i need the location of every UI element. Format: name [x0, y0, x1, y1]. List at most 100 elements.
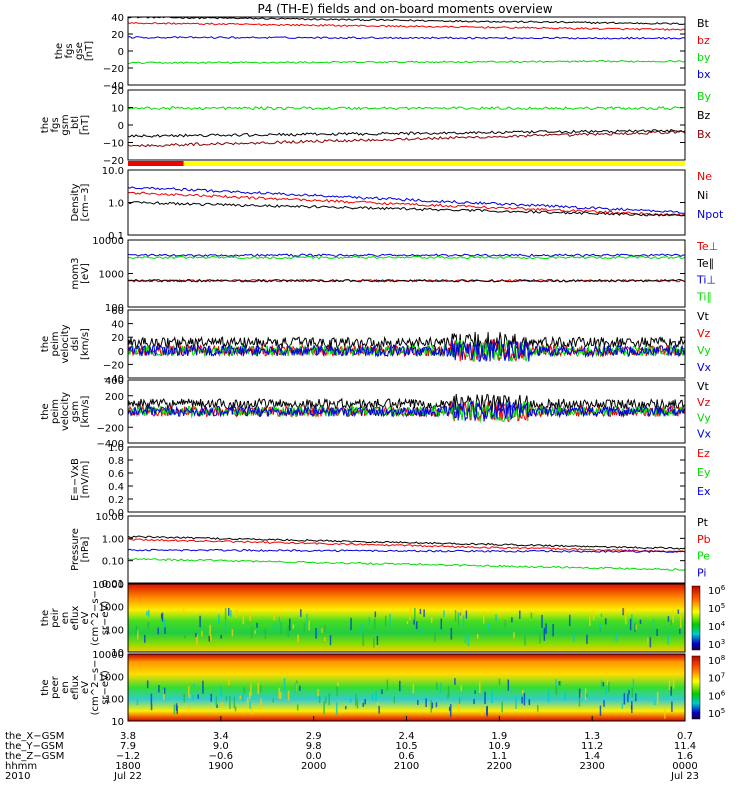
panel-ylabel-line: the [40, 403, 51, 419]
spectrogram-texture [578, 697, 581, 707]
spectrogram-texture [323, 701, 325, 715]
status-bar [128, 161, 685, 166]
spectrogram-texture [454, 678, 456, 685]
spectrogram-texture [414, 607, 416, 621]
panel-ylabel-line: peim [50, 331, 61, 356]
legend-entry: Te⊥ [696, 240, 718, 253]
spectrogram-texture [287, 690, 290, 701]
spectrogram-texture [653, 700, 656, 706]
spectrogram-texture [256, 622, 258, 628]
panel-ylabel-line: velocity [60, 392, 71, 431]
xtick-label: Jul 23 [670, 771, 699, 782]
series-line-Vt [128, 331, 685, 354]
spectrogram-texture [631, 614, 633, 625]
xtick-label: 1900 [208, 761, 233, 772]
panel-ylabel-line: fgs [64, 43, 75, 58]
spectrogram-texture [224, 608, 227, 621]
xtick-label: 10.9 [488, 741, 510, 752]
spectrogram-texture [260, 684, 262, 693]
panel-frame [127, 309, 686, 379]
legend-entry: Te∥ [696, 257, 714, 270]
panel-ylabel-line: [nT] [84, 41, 95, 61]
spectrogram-texture [672, 678, 675, 689]
spectrogram-texture [521, 690, 524, 695]
spectrogram-texture [547, 689, 550, 703]
spectrogram-texture [495, 614, 497, 622]
spectrogram-texture [317, 688, 319, 697]
spectrogram-texture [412, 684, 415, 694]
ytick-label: 1.0 [108, 443, 124, 454]
xtick-label: 0.6 [399, 751, 415, 762]
legend-entry: bz [697, 34, 710, 47]
series-group [128, 106, 685, 148]
colorbar-label: 103 [708, 638, 725, 651]
ytick-label: 0 [118, 408, 124, 419]
ytick-label: 10000 [92, 236, 124, 247]
spectrogram-texture [449, 704, 452, 717]
spectrogram-texture [435, 702, 438, 708]
spectrogram-texture [146, 680, 149, 689]
spectrogram-texture [667, 634, 669, 639]
xtick-label: 2300 [579, 761, 604, 772]
xtick-label: −1.2 [116, 751, 140, 762]
spectrogram-texture [447, 686, 450, 697]
spectrogram-texture [511, 617, 513, 623]
spectrogram-texture [150, 703, 153, 711]
spectrogram-texture [539, 633, 541, 644]
series-line-bz [128, 21, 685, 31]
spectrogram-texture [430, 700, 433, 713]
legend-entry: Vt [697, 310, 710, 323]
spectrogram-texture [143, 634, 146, 643]
spectrogram-texture [631, 701, 633, 714]
spectrogram-texture [413, 619, 415, 625]
spectrogram-texture [188, 686, 190, 696]
panel-frame [127, 169, 686, 236]
panel-ylabel-line: sr−eV) [100, 601, 111, 636]
spectrogram-texture [150, 693, 153, 704]
spectrogram-texture [296, 704, 299, 711]
spectrogram-texture [184, 635, 186, 639]
spectrogram-texture [371, 694, 374, 701]
spectrogram-texture [328, 693, 330, 706]
colorbar-exp: 7 [721, 672, 725, 680]
panel-ylabel-line: gse [74, 42, 85, 60]
spectrogram-texture [368, 617, 370, 626]
series-line-Te∥ [128, 278, 685, 283]
ytick-label: 0 [118, 47, 124, 58]
panel-ylabel-line: _btl [70, 116, 81, 135]
spectrogram-texture [135, 625, 138, 633]
spectrogram-texture [578, 688, 581, 698]
series-line-bx [128, 36, 685, 40]
spectrogram-texture [289, 618, 291, 631]
spectrogram-texture [197, 694, 199, 699]
spectrogram-texture [430, 617, 433, 623]
ytick-label: 1000 [99, 270, 124, 281]
spectrogram-texture [209, 624, 211, 637]
ytick-label: 10 [111, 104, 124, 115]
spectrogram-texture [359, 630, 362, 634]
spectrogram-texture [315, 628, 317, 639]
spectrogram-texture [297, 634, 299, 643]
spectrogram-texture [193, 683, 195, 688]
spectrogram-texture [215, 696, 218, 706]
spectrogram-texture [393, 696, 396, 704]
spectrogram-texture [443, 610, 445, 618]
spectrogram-texture [221, 702, 224, 707]
ytick-label: 0 [118, 347, 124, 358]
ytick-label: 0.1 [108, 231, 124, 242]
spectrogram-texture [280, 691, 282, 699]
series-group [128, 331, 685, 362]
panel-ylabel-line: peim [50, 399, 61, 424]
xtick-label: 11.2 [581, 741, 603, 752]
spectrogram-texture [606, 678, 609, 685]
panel-ylabel-line: E=−VxB [70, 458, 81, 501]
spectrogram-texture [543, 628, 546, 641]
panel-frame [127, 446, 686, 513]
spectrogram-texture [158, 685, 160, 693]
spectrogram-texture [656, 691, 659, 705]
spectrogram-texture [175, 703, 178, 711]
xtick-label: 11.4 [674, 741, 696, 752]
panel-efield: E=−VxB[mV/m] 1.0 0.8 0.6 0.4 0.2 0.0 Ez Ey Ex [70, 443, 711, 519]
spectrogram-texture [202, 680, 204, 694]
xtick-label: 1.9 [491, 731, 507, 742]
